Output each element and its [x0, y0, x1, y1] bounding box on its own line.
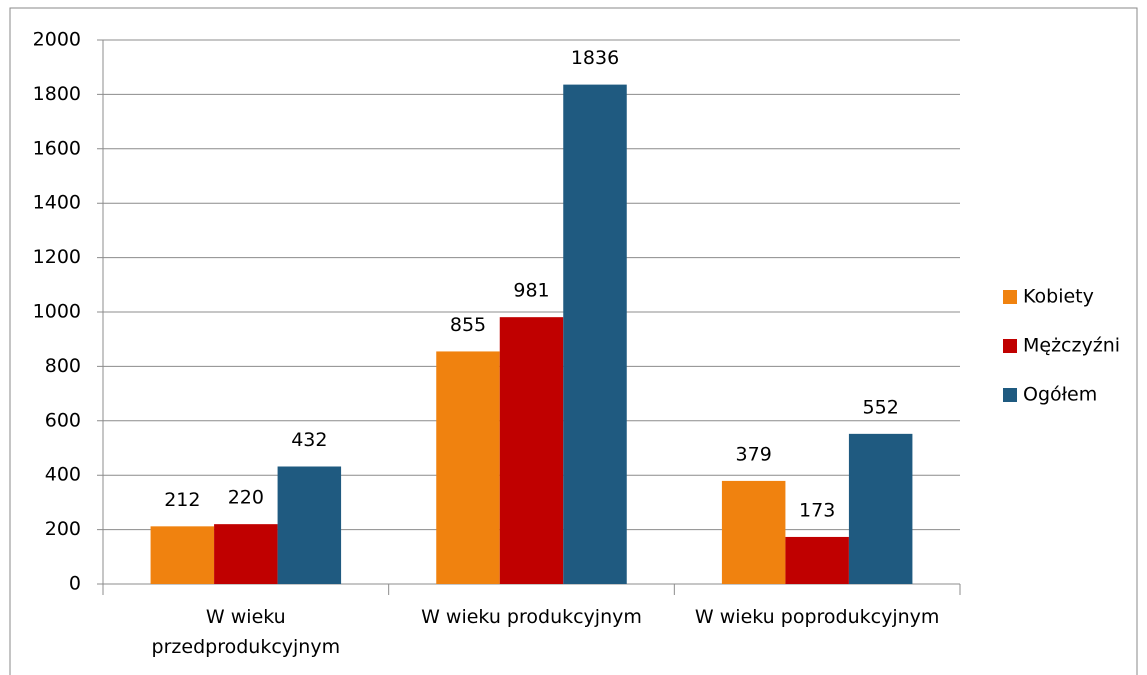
- data-label: 212: [164, 489, 200, 511]
- data-label: 220: [228, 487, 264, 509]
- data-label: 1836: [571, 47, 619, 69]
- x-tick-label: W wieku przedprodukcyjnym: [151, 606, 341, 658]
- data-label: 981: [513, 280, 549, 302]
- legend-label: Ogółem: [1023, 384, 1097, 406]
- y-tick-label: 1400: [33, 192, 81, 214]
- bar: [563, 84, 627, 584]
- y-tick-label: 400: [45, 464, 81, 486]
- y-tick-label: 200: [45, 518, 81, 540]
- data-label: 855: [450, 314, 486, 336]
- x-tick-label: W wieku poprodukcyjnym: [694, 606, 940, 628]
- data-label: 432: [291, 429, 327, 451]
- bar: [214, 524, 278, 584]
- legend-swatch: [1003, 388, 1017, 402]
- bar: [785, 536, 849, 584]
- bar: [499, 317, 564, 584]
- y-tick-label: 0: [69, 573, 81, 595]
- y-tick-label: 1600: [33, 137, 81, 159]
- bar: [721, 480, 786, 584]
- y-tick-label: 800: [45, 355, 81, 377]
- bar: [848, 433, 913, 584]
- legend-swatch: [1003, 339, 1017, 353]
- bar: [150, 526, 215, 584]
- bar: [277, 466, 342, 584]
- bar: [436, 351, 500, 584]
- legend-label: Mężczyźni: [1023, 335, 1120, 357]
- legend-label: Kobiety: [1023, 286, 1094, 308]
- y-tick-label: 1200: [33, 246, 81, 268]
- y-tick-label: 600: [45, 409, 81, 431]
- data-label: 173: [799, 499, 835, 521]
- y-tick-label: 2000: [33, 29, 81, 51]
- legend-swatch: [1003, 290, 1017, 304]
- y-tick-label: 1800: [33, 83, 81, 105]
- y-tick-label: 1000: [33, 301, 81, 323]
- data-label: 379: [736, 443, 772, 465]
- data-label: 552: [863, 396, 899, 418]
- x-tick-label: W wieku produkcyjnym: [421, 606, 642, 628]
